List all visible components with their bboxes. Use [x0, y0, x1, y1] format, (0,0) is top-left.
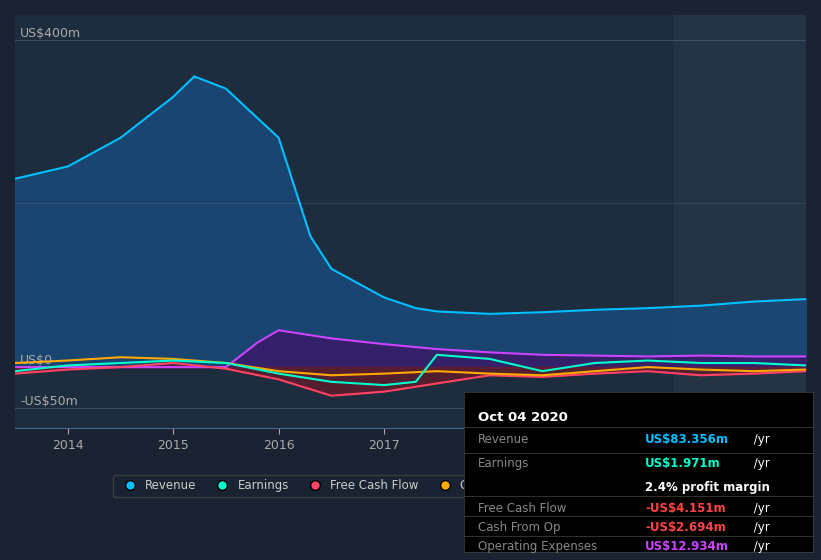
- Text: -US$4.151m: -US$4.151m: [645, 502, 726, 515]
- Text: /yr: /yr: [750, 540, 770, 553]
- Text: Oct 04 2020: Oct 04 2020: [478, 411, 567, 424]
- Text: US$1.971m: US$1.971m: [645, 458, 721, 470]
- Legend: Revenue, Earnings, Free Cash Flow, Cash From Op, Operating Expenses: Revenue, Earnings, Free Cash Flow, Cash …: [113, 474, 708, 497]
- Text: Cash From Op: Cash From Op: [478, 521, 560, 534]
- Text: /yr: /yr: [750, 502, 770, 515]
- Text: /yr: /yr: [750, 458, 770, 470]
- Text: -US$2.694m: -US$2.694m: [645, 521, 726, 534]
- Text: -US$50m: -US$50m: [21, 395, 78, 408]
- Text: US$12.934m: US$12.934m: [645, 540, 729, 553]
- Text: US$400m: US$400m: [21, 26, 81, 40]
- Text: Operating Expenses: Operating Expenses: [478, 540, 597, 553]
- Text: US$0: US$0: [21, 354, 53, 367]
- Text: Free Cash Flow: Free Cash Flow: [478, 502, 566, 515]
- Text: /yr: /yr: [750, 521, 770, 534]
- Text: Revenue: Revenue: [478, 433, 530, 446]
- Bar: [674, 15, 806, 428]
- Text: Earnings: Earnings: [478, 458, 530, 470]
- Text: /yr: /yr: [750, 433, 770, 446]
- Text: 2.4% profit margin: 2.4% profit margin: [645, 482, 770, 494]
- Text: US$83.356m: US$83.356m: [645, 433, 729, 446]
